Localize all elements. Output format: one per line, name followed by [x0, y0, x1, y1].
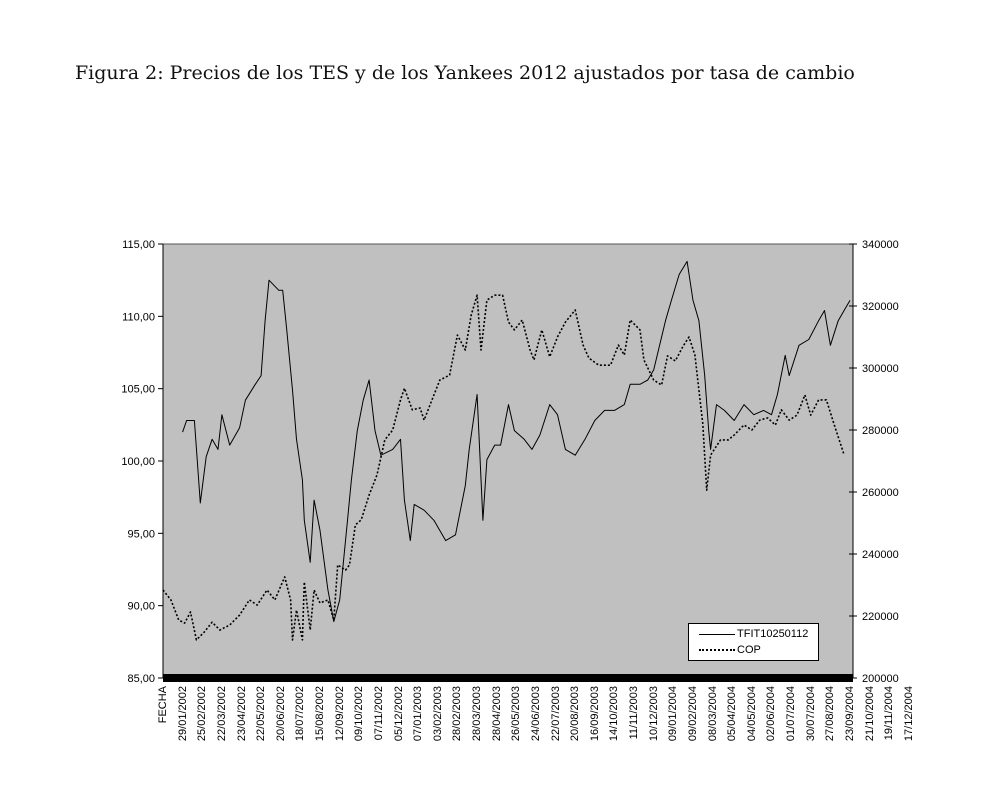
- x-tick-label: 22/03/2002: [215, 686, 228, 742]
- x-tick-label: 05/12/2002: [392, 686, 405, 742]
- x-tick-label: 28/04/2003: [490, 686, 503, 742]
- x-tick-label: 19/11/2004: [883, 686, 896, 741]
- x-axis-band: [163, 674, 853, 682]
- x-tick-label: 22/07/2003: [549, 686, 562, 742]
- x-tick-label: 10/12/2003: [647, 686, 660, 742]
- left-tick-label: 105,00: [121, 384, 155, 396]
- x-axis-title: FECHA: [157, 686, 169, 724]
- x-tick-label: 24/06/2003: [529, 686, 542, 742]
- x-tick-label: 23/04/2002: [235, 686, 248, 742]
- x-tick-label: 29/01/2002: [176, 686, 189, 742]
- x-tick-label: 07/01/2003: [412, 686, 425, 742]
- legend-item-tfit: TFIT10250112: [699, 628, 808, 640]
- solid-line-swatch: [699, 633, 735, 635]
- legend-label: TFIT10250112: [737, 628, 809, 640]
- x-tick-label: 20/06/2002: [274, 686, 287, 742]
- left-tick-label: 100,00: [121, 456, 155, 468]
- left-tick-label: 85,00: [127, 673, 155, 685]
- x-tick-label: 22/05/2002: [255, 686, 268, 742]
- x-tick-label: 03/02/2003: [431, 686, 444, 742]
- x-tick-label: 17/12/2004: [902, 686, 915, 742]
- x-tick-label: 09/01/2004: [667, 686, 680, 742]
- x-tick-label: 28/03/2003: [471, 686, 484, 742]
- right-tick-label: 220000: [862, 611, 899, 623]
- x-tick-label: 04/05/2004: [745, 686, 758, 742]
- legend-label: COP: [737, 644, 761, 656]
- right-tick-label: 340000: [862, 239, 899, 251]
- x-tick-label: 14/10/2003: [608, 686, 621, 742]
- series-line-tfit10250112: [182, 260, 851, 623]
- right-tick-label: 200000: [862, 673, 899, 685]
- legend: TFIT10250112 COP: [688, 623, 819, 661]
- x-tick-label: 11/11/2003: [628, 686, 641, 740]
- x-tick-label: 25/02/2002: [196, 686, 209, 742]
- x-tick-label: 09/10/2002: [353, 686, 366, 742]
- right-tick-label: 320000: [862, 301, 899, 313]
- legend-item-cop: COP: [699, 644, 761, 656]
- x-tick-label: 21/10/2004: [863, 686, 876, 742]
- x-tick-label: 15/08/2002: [314, 686, 327, 742]
- x-tick-label: 05/04/2004: [726, 686, 739, 742]
- left-tick-label: 90,00: [127, 601, 155, 613]
- x-tick-label: 28/02/2003: [451, 686, 464, 742]
- right-tick-label: 240000: [862, 549, 899, 561]
- x-tick-label: 27/08/2004: [824, 686, 837, 742]
- x-tick-label: 09/02/2004: [686, 686, 699, 742]
- x-tick-label: 30/07/2004: [804, 686, 817, 742]
- x-tick-label: 12/09/2002: [333, 686, 346, 742]
- x-tick-label: 20/08/2003: [569, 686, 582, 742]
- left-tick-label: 110,00: [122, 311, 155, 323]
- dotted-line-swatch: [699, 649, 735, 651]
- left-tick-label: 95,00: [127, 528, 155, 540]
- x-tick-label: 07/11/2002: [372, 686, 385, 741]
- x-tick-label: 23/09/2004: [844, 686, 856, 742]
- x-tick-label: 08/03/2004: [706, 686, 719, 742]
- left-tick-label: 115,00: [122, 239, 155, 251]
- right-tick-label: 280000: [862, 425, 899, 437]
- x-tick-label: 26/05/2003: [510, 686, 523, 742]
- right-tick-label: 300000: [862, 363, 899, 375]
- x-tick-label: 18/07/2002: [294, 686, 307, 742]
- right-tick-label: 260000: [862, 487, 899, 499]
- x-tick-label: 02/06/2004: [765, 686, 778, 742]
- x-tick-label: 16/09/2003: [588, 686, 601, 742]
- figure-title: Figura 2: Precios de los TES y de los Ya…: [75, 62, 855, 84]
- x-tick-label: 01/07/2004: [785, 686, 798, 742]
